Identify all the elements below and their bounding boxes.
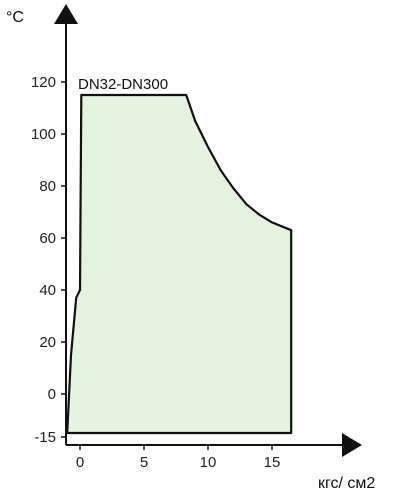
plot-area: DN32-DN300 xyxy=(66,76,293,435)
x-tick-label: 5 xyxy=(140,454,148,471)
y-tick-label: 80 xyxy=(39,178,56,195)
x-tick-label: 10 xyxy=(200,454,217,471)
y-axis-unit: °C xyxy=(6,9,24,26)
y-tick-label: 100 xyxy=(31,126,56,143)
y-tick-label: -15 xyxy=(34,429,56,446)
x-axis-unit: кгс/ см2 xyxy=(318,475,375,492)
labels: °C кгс/ см2 xyxy=(6,9,375,492)
x-tick-label: 0 xyxy=(76,454,84,471)
series-label: DN32-DN300 xyxy=(78,76,168,93)
y-tick-label: 120 xyxy=(31,74,56,91)
axes: -15 0 20 40 60 80 100 120 0 5 10 15 xyxy=(31,4,362,471)
y-tick-label: 20 xyxy=(39,334,56,351)
y-tick-label: 40 xyxy=(39,282,56,299)
series-area-1 xyxy=(66,93,293,435)
y-tick-label: 0 xyxy=(48,386,56,403)
y-tick-label: 60 xyxy=(39,230,56,247)
x-tick-label: 15 xyxy=(264,454,281,471)
